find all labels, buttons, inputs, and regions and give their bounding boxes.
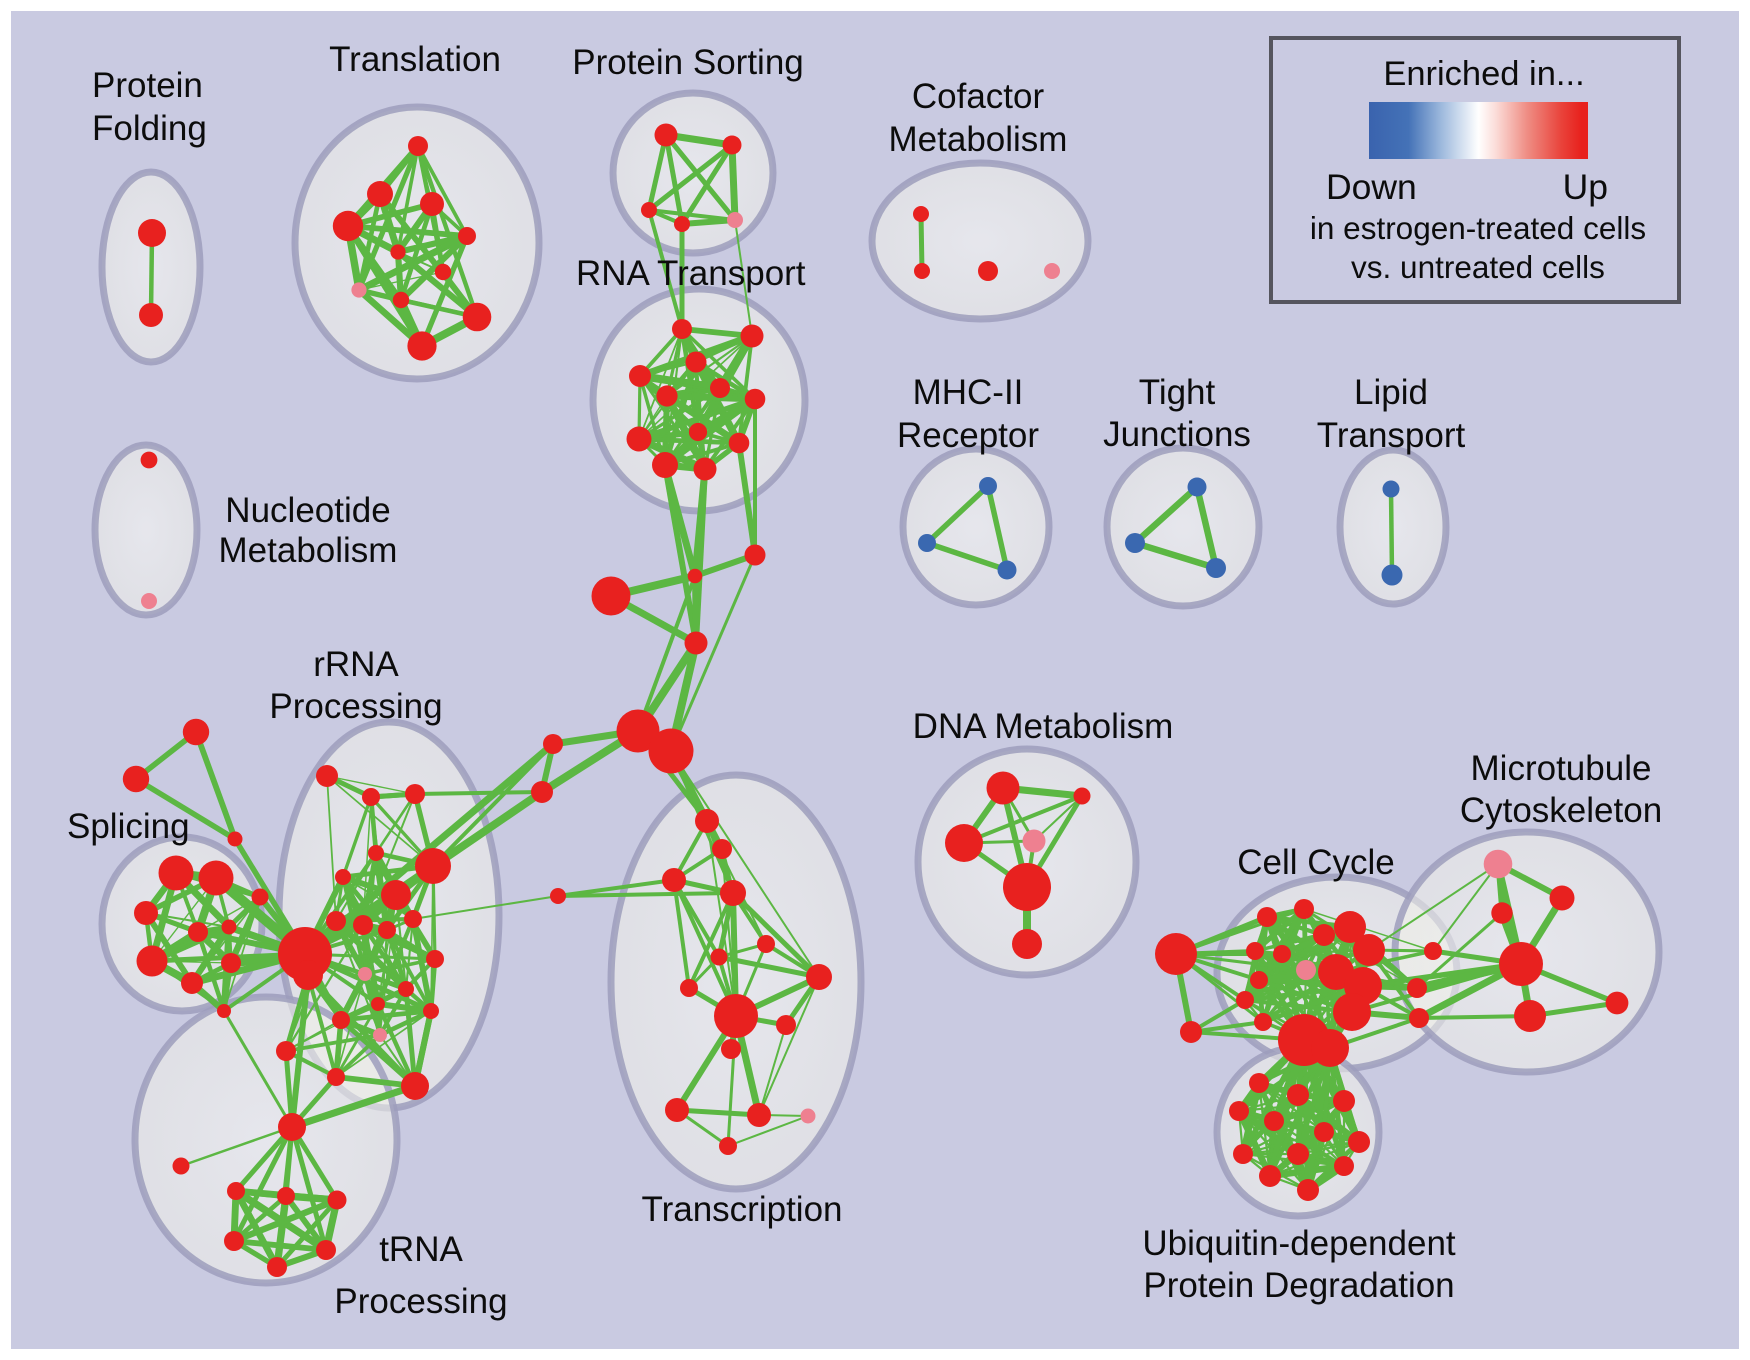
svg-text:Ubiquitin-dependent: Ubiquitin-dependent: [1142, 1224, 1456, 1263]
svg-text:Processing: Processing: [269, 687, 442, 726]
svg-text:Protein: Protein: [92, 66, 203, 105]
svg-text:vs. untreated cells: vs. untreated cells: [1351, 249, 1605, 285]
svg-text:Down: Down: [1326, 167, 1417, 207]
svg-text:Tight: Tight: [1139, 373, 1216, 412]
svg-text:RNA Transport: RNA Transport: [576, 254, 806, 293]
svg-text:Cell Cycle: Cell Cycle: [1237, 843, 1395, 882]
svg-text:in estrogen-treated cells: in estrogen-treated cells: [1310, 210, 1646, 246]
svg-text:Cofactor: Cofactor: [912, 77, 1045, 116]
svg-text:tRNA: tRNA: [379, 1230, 463, 1269]
svg-text:Translation: Translation: [329, 40, 501, 79]
svg-text:Microtubule: Microtubule: [1471, 749, 1652, 788]
svg-text:Folding: Folding: [92, 109, 207, 148]
svg-text:Enriched in...: Enriched in...: [1383, 55, 1584, 93]
svg-text:Transcription: Transcription: [642, 1190, 843, 1229]
svg-text:Receptor: Receptor: [897, 416, 1039, 455]
svg-text:Nucleotide: Nucleotide: [225, 491, 390, 530]
svg-text:Transport: Transport: [1317, 416, 1466, 455]
svg-text:MHC-II: MHC-II: [913, 373, 1024, 412]
svg-text:Protein Sorting: Protein Sorting: [572, 43, 804, 82]
svg-text:Protein Degradation: Protein Degradation: [1143, 1266, 1454, 1305]
svg-text:Metabolism: Metabolism: [219, 531, 398, 570]
svg-text:Junctions: Junctions: [1103, 415, 1251, 454]
svg-text:Metabolism: Metabolism: [889, 120, 1068, 159]
svg-text:Up: Up: [1563, 167, 1608, 207]
svg-text:DNA Metabolism: DNA Metabolism: [913, 707, 1174, 746]
svg-text:Splicing: Splicing: [67, 807, 190, 846]
svg-text:Lipid: Lipid: [1354, 373, 1428, 412]
svg-text:Cytoskeleton: Cytoskeleton: [1460, 791, 1662, 830]
svg-text:Processing: Processing: [334, 1282, 507, 1321]
svg-text:rRNA: rRNA: [313, 645, 399, 684]
